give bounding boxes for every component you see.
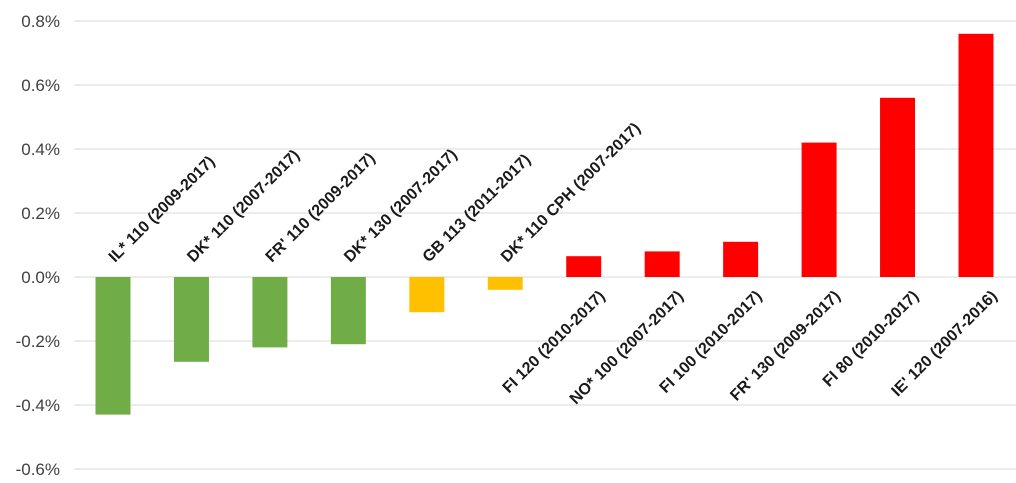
y-tick-label: 0.4% — [21, 140, 60, 159]
y-tick-label: 0.6% — [21, 76, 60, 95]
bar — [880, 97, 916, 277]
bar — [958, 33, 994, 277]
y-tick-label: 0.2% — [21, 204, 60, 223]
category-labels: IL* 110 (2009-2017)DK* 110 (2007-2017)FR… — [106, 120, 1001, 408]
bar — [487, 277, 523, 290]
bar — [723, 241, 759, 277]
y-tick-label: 0.8% — [21, 12, 60, 31]
grid-lines — [74, 20, 1016, 470]
bar — [95, 277, 131, 415]
bar — [409, 277, 445, 313]
bar — [801, 142, 837, 277]
bar — [566, 256, 602, 277]
y-tick-label: -0.2% — [16, 332, 60, 351]
bar — [252, 277, 288, 348]
y-axis-tick-labels: -0.6% -0.4% -0.2% 0.0% 0.2% 0.4% 0.6% 0.8% — [16, 12, 60, 479]
y-tick-label: 0.0% — [21, 268, 60, 287]
bars — [95, 33, 994, 415]
bar — [330, 277, 366, 345]
y-tick-label: -0.6% — [16, 460, 60, 479]
y-tick-label: -0.4% — [16, 396, 60, 415]
category-label: DK* 110 CPH (2007-2017) — [498, 120, 644, 266]
bar — [173, 277, 209, 362]
bar — [644, 251, 680, 277]
